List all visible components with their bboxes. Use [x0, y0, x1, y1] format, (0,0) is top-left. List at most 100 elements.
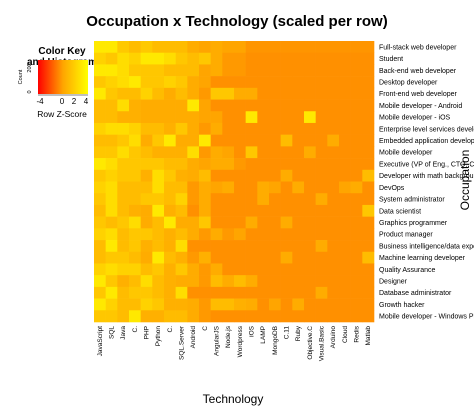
heatmap-cell — [245, 251, 258, 264]
heatmap-cell — [350, 193, 363, 206]
heatmap-cell — [362, 52, 375, 65]
heatmap-cell — [269, 228, 281, 241]
heatmap-cell — [175, 158, 188, 171]
heatmap-cell — [245, 204, 258, 217]
heatmap-cell — [94, 87, 106, 100]
heatmap-cell — [362, 181, 375, 194]
heatmap-cell — [304, 228, 316, 241]
heatmap-cell — [187, 286, 200, 299]
heatmap-cell — [304, 240, 316, 253]
heatmap-cell — [152, 193, 165, 206]
heatmap-cell — [94, 310, 106, 323]
heatmap-cell — [152, 298, 165, 311]
heatmap-cell — [257, 240, 270, 253]
heatmap-cell — [327, 228, 340, 241]
heatmap-cell — [222, 41, 235, 54]
heatmap-cell — [280, 228, 293, 241]
heatmap-cell — [362, 286, 375, 299]
heatmap-cell — [129, 169, 141, 182]
row-label: Mobile developer - Windows Phone — [379, 314, 474, 321]
heatmap-cell — [222, 146, 235, 159]
heatmap-cell — [199, 158, 211, 171]
heatmap-cell — [362, 193, 375, 206]
heatmap-cell — [327, 134, 340, 147]
heatmap-cell — [105, 111, 118, 124]
heatmap-cell — [210, 193, 223, 206]
column-label: Objective.C — [307, 326, 314, 360]
heatmap-cell — [362, 263, 375, 276]
row-label: Enterprise level services developer — [379, 126, 474, 133]
heatmap-cell — [152, 146, 165, 159]
heatmap-cell — [269, 158, 281, 171]
heatmap-cell — [105, 193, 118, 206]
heatmap-cell — [350, 111, 363, 124]
heatmap-cell — [164, 181, 176, 194]
heatmap-cell — [234, 204, 246, 217]
heatmap-cell — [339, 122, 351, 135]
heatmap-cell — [164, 216, 176, 229]
heatmap-cell — [164, 87, 176, 100]
heatmap-cell — [234, 298, 246, 311]
heatmap-cell — [94, 134, 106, 147]
heatmap-cell — [94, 99, 106, 112]
heatmap-cell — [245, 263, 258, 276]
row-label: Designer — [379, 279, 408, 286]
heatmap-cell — [315, 146, 328, 159]
heatmap-cell — [304, 298, 316, 311]
heatmap-cell — [315, 111, 328, 124]
heatmap-cell — [164, 193, 176, 206]
heatmap-cell — [245, 64, 258, 77]
heatmap-cell — [199, 193, 211, 206]
heatmap-cell — [304, 263, 316, 276]
heatmap-cell — [350, 228, 363, 241]
heatmap-cell — [234, 169, 246, 182]
heatmap-cell — [152, 263, 165, 276]
heatmap-cell — [339, 204, 351, 217]
heatmap-cell — [269, 298, 281, 311]
heatmap-cell — [117, 298, 130, 311]
heatmap-cell — [164, 286, 176, 299]
heatmap-cell — [350, 251, 363, 264]
heatmap-cell — [140, 204, 153, 217]
heatmap-cell — [117, 87, 130, 100]
heatmap-cell — [175, 76, 188, 89]
heatmap-cell — [140, 99, 153, 112]
heatmap-cell — [210, 111, 223, 124]
heatmap-cell — [117, 251, 130, 264]
heatmap-cell — [210, 146, 223, 159]
heatmap-cell — [175, 275, 188, 288]
heatmap-cell — [105, 275, 118, 288]
heatmap-cell — [350, 134, 363, 147]
heatmap-cell — [350, 275, 363, 288]
heatmap-cell — [304, 204, 316, 217]
heatmap-cell — [164, 275, 176, 288]
heatmap-cell — [327, 158, 340, 171]
heatmap-cell — [187, 251, 200, 264]
heatmap-cell — [152, 216, 165, 229]
heatmap-cell — [140, 216, 153, 229]
heatmap-cell — [304, 76, 316, 89]
heatmap-cell — [339, 193, 351, 206]
heatmap-cell — [199, 228, 211, 241]
column-label: Visual.Basic — [319, 325, 326, 361]
heatmap-cell — [280, 99, 293, 112]
heatmap-cell — [210, 310, 223, 323]
heatmap-cell — [280, 298, 293, 311]
heatmap-cell — [187, 275, 200, 288]
heatmap-cell — [350, 286, 363, 299]
heatmap-cell — [269, 111, 281, 124]
heatmap-cell — [269, 87, 281, 100]
heatmap-cell — [152, 181, 165, 194]
heatmap-cell — [234, 158, 246, 171]
row-labels: Full-stack web developer Student Back-end … — [379, 44, 474, 320]
color-key: Color Key and Histogram Count 0 200 -4 0… — [18, 46, 97, 119]
column-label: C. — [132, 326, 139, 333]
heatmap-cell — [362, 146, 375, 159]
heatmap-cell — [94, 193, 106, 206]
heatmap-cell — [210, 251, 223, 264]
heatmap-cell — [222, 122, 235, 135]
heatmap-cell — [187, 41, 200, 54]
heatmap-cell — [234, 87, 246, 100]
heatmap-cell — [315, 251, 328, 264]
heatmap-cell — [339, 275, 351, 288]
